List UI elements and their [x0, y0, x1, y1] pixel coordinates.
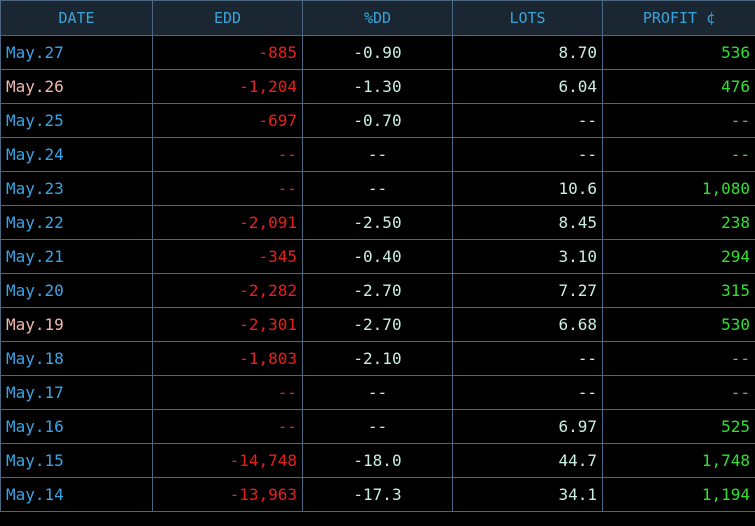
date-cell: May.22	[0, 205, 153, 240]
dd-percent-cell: -1.30	[302, 69, 453, 104]
edd-cell: -2,282	[152, 273, 303, 308]
date-cell: May.23	[0, 171, 153, 206]
edd-cell: -697	[152, 103, 303, 138]
profit-cell: 1,080	[602, 171, 755, 206]
table-row: May.26 -1,204 -1.30 6.04 476	[0, 69, 755, 104]
dd-percent-cell: -2.10	[302, 341, 453, 376]
table-row: May.25 -697 -0.70 -- --	[0, 103, 755, 138]
dd-percent-cell: -2.70	[302, 273, 453, 308]
lots-cell: 6.04	[452, 69, 603, 104]
date-cell: May.24	[0, 137, 153, 172]
table-row: May.21 -345 -0.40 3.10 294	[0, 239, 755, 274]
dd-percent-cell: -0.40	[302, 239, 453, 274]
lots-cell: --	[452, 341, 603, 376]
table-row: May.18 -1,803 -2.10 -- --	[0, 341, 755, 376]
edd-cell: -1,204	[152, 69, 303, 104]
profit-cell: 476	[602, 69, 755, 104]
dd-percent-cell: -17.3	[302, 477, 453, 512]
column-header: PROFIT ¢	[602, 0, 755, 36]
lots-cell: 8.70	[452, 35, 603, 70]
table-row: May.24 -- -- -- --	[0, 137, 755, 172]
date-cell: May.19	[0, 307, 153, 342]
profit-cell: 238	[602, 205, 755, 240]
column-header: %DD	[302, 0, 453, 36]
column-header: EDD	[152, 0, 303, 36]
profit-cell: 536	[602, 35, 755, 70]
lots-cell: 8.45	[452, 205, 603, 240]
date-cell: May.16	[0, 409, 153, 444]
dd-percent-cell: -0.90	[302, 35, 453, 70]
header-row: DATE EDD %DD LOTS PROFIT ¢	[0, 0, 755, 36]
table-header: DATE EDD %DD LOTS PROFIT ¢	[0, 0, 755, 36]
table-row: May.15 -14,748 -18.0 44.7 1,748	[0, 443, 755, 478]
lots-cell: 3.10	[452, 239, 603, 274]
date-cell: May.27	[0, 35, 153, 70]
edd-cell: -13,963	[152, 477, 303, 512]
date-cell: May.14	[0, 477, 153, 512]
edd-cell: --	[152, 409, 303, 444]
date-cell: May.21	[0, 239, 153, 274]
profit-cell: --	[602, 341, 755, 376]
edd-cell: -1,803	[152, 341, 303, 376]
lots-cell: 6.97	[452, 409, 603, 444]
table-body: May.27 -885 -0.90 8.70 536 May.26 -1,204 -1.30 6…	[0, 35, 755, 512]
lots-cell: --	[452, 103, 603, 138]
lots-cell: --	[452, 137, 603, 172]
table-row: May.22 -2,091 -2.50 8.45 238	[0, 205, 755, 240]
table-row: May.19 -2,301 -2.70 6.68 530	[0, 307, 755, 342]
profit-cell: 315	[602, 273, 755, 308]
trade-table: DATE EDD %DD LOTS PROFIT ¢ May.27 -885 -0.90 8.…	[0, 0, 755, 512]
date-cell: May.18	[0, 341, 153, 376]
edd-cell: --	[152, 137, 303, 172]
profit-cell: --	[602, 375, 755, 410]
profit-cell: 1,194	[602, 477, 755, 512]
edd-cell: -14,748	[152, 443, 303, 478]
profit-cell: 1,748	[602, 443, 755, 478]
edd-cell: -2,301	[152, 307, 303, 342]
edd-cell: -2,091	[152, 205, 303, 240]
table-row: May.14 -13,963 -17.3 34.1 1,194	[0, 477, 755, 512]
date-cell: May.20	[0, 273, 153, 308]
lots-cell: 6.68	[452, 307, 603, 342]
profit-cell: 294	[602, 239, 755, 274]
table-row: May.27 -885 -0.90 8.70 536	[0, 35, 755, 70]
edd-cell: -885	[152, 35, 303, 70]
dd-percent-cell: --	[302, 171, 453, 206]
edd-cell: --	[152, 171, 303, 206]
dd-percent-cell: -18.0	[302, 443, 453, 478]
dd-percent-cell: --	[302, 375, 453, 410]
date-cell: May.26	[0, 69, 153, 104]
profit-cell: 525	[602, 409, 755, 444]
table-row: May.16 -- -- 6.97 525	[0, 409, 755, 444]
table-row: May.17 -- -- -- --	[0, 375, 755, 410]
dd-percent-cell: --	[302, 409, 453, 444]
dd-percent-cell: -2.50	[302, 205, 453, 240]
date-cell: May.25	[0, 103, 153, 138]
profit-cell: --	[602, 137, 755, 172]
column-header: DATE	[0, 0, 153, 36]
edd-cell: --	[152, 375, 303, 410]
dd-percent-cell: -2.70	[302, 307, 453, 342]
table-row: May.20 -2,282 -2.70 7.27 315	[0, 273, 755, 308]
dd-percent-cell: -0.70	[302, 103, 453, 138]
lots-cell: 44.7	[452, 443, 603, 478]
profit-cell: --	[602, 103, 755, 138]
date-cell: May.17	[0, 375, 153, 410]
dd-percent-cell: --	[302, 137, 453, 172]
date-cell: May.15	[0, 443, 153, 478]
lots-cell: 7.27	[452, 273, 603, 308]
table-row: May.23 -- -- 10.6 1,080	[0, 171, 755, 206]
column-header: LOTS	[452, 0, 603, 36]
profit-cell: 530	[602, 307, 755, 342]
lots-cell: 10.6	[452, 171, 603, 206]
lots-cell: 34.1	[452, 477, 603, 512]
lots-cell: --	[452, 375, 603, 410]
edd-cell: -345	[152, 239, 303, 274]
